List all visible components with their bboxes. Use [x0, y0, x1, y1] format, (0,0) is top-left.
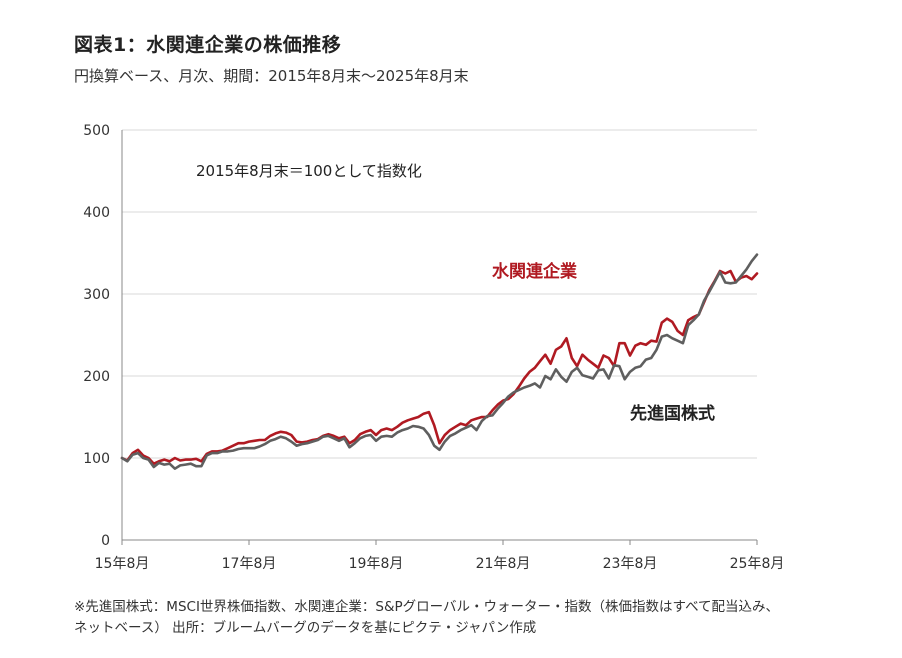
y-tick-label: 100 [83, 451, 110, 467]
line-chart: 0 100 200 300 400 500 15年8月 17年8月 19年8月 21年8月 23年… [83, 123, 785, 572]
y-tick-labels: 0 100 200 300 400 500 [83, 123, 110, 549]
footnote-line-1: ※先進国株式：MSCI世界株価指数、水関連企業：S&Pグローバル・ウォーター・指… [74, 599, 780, 615]
series-line-developed [120, 253, 759, 471]
x-tick-labels: 15年8月 17年8月 19年8月 21年8月 23年8月 25年8月 [95, 556, 785, 572]
chart-annotation: 2015年8月末＝100として指数化 [196, 162, 422, 180]
footnote: ※先進国株式：MSCI世界株価指数、水関連企業：S&Pグローバル・ウォーター・指… [74, 597, 894, 639]
y-tick-label: 500 [83, 123, 110, 139]
series-line-water [120, 269, 759, 466]
y-tick-label: 200 [83, 369, 110, 385]
y-tick-label: 0 [101, 533, 110, 549]
series-label-water: 水関連企業 [492, 261, 577, 282]
series-lines [120, 253, 759, 471]
chart-subtitle: 円換算ベース、月次、期間：2015年8月末～2025年8月末 [74, 67, 469, 85]
axes [121, 130, 758, 545]
x-tick-label: 23年8月 [603, 556, 658, 572]
x-tick-label: 25年8月 [730, 556, 785, 572]
series-label-developed: 先進国株式 [630, 403, 715, 424]
chart-title: 図表1：水関連企業の株価推移 [74, 34, 342, 56]
y-tick-label: 400 [83, 205, 110, 221]
x-tick-label: 15年8月 [95, 556, 150, 572]
x-tick-label: 19年8月 [349, 556, 404, 572]
footnote-line-2: ネットベース） 出所：ブルームバーグのデータを基にピクテ・ジャパン作成 [74, 620, 537, 636]
y-tick-label: 300 [83, 287, 110, 303]
x-tick-label: 17年8月 [222, 556, 277, 572]
x-tick-label: 21年8月 [476, 556, 531, 572]
grid-lines [122, 129, 757, 459]
